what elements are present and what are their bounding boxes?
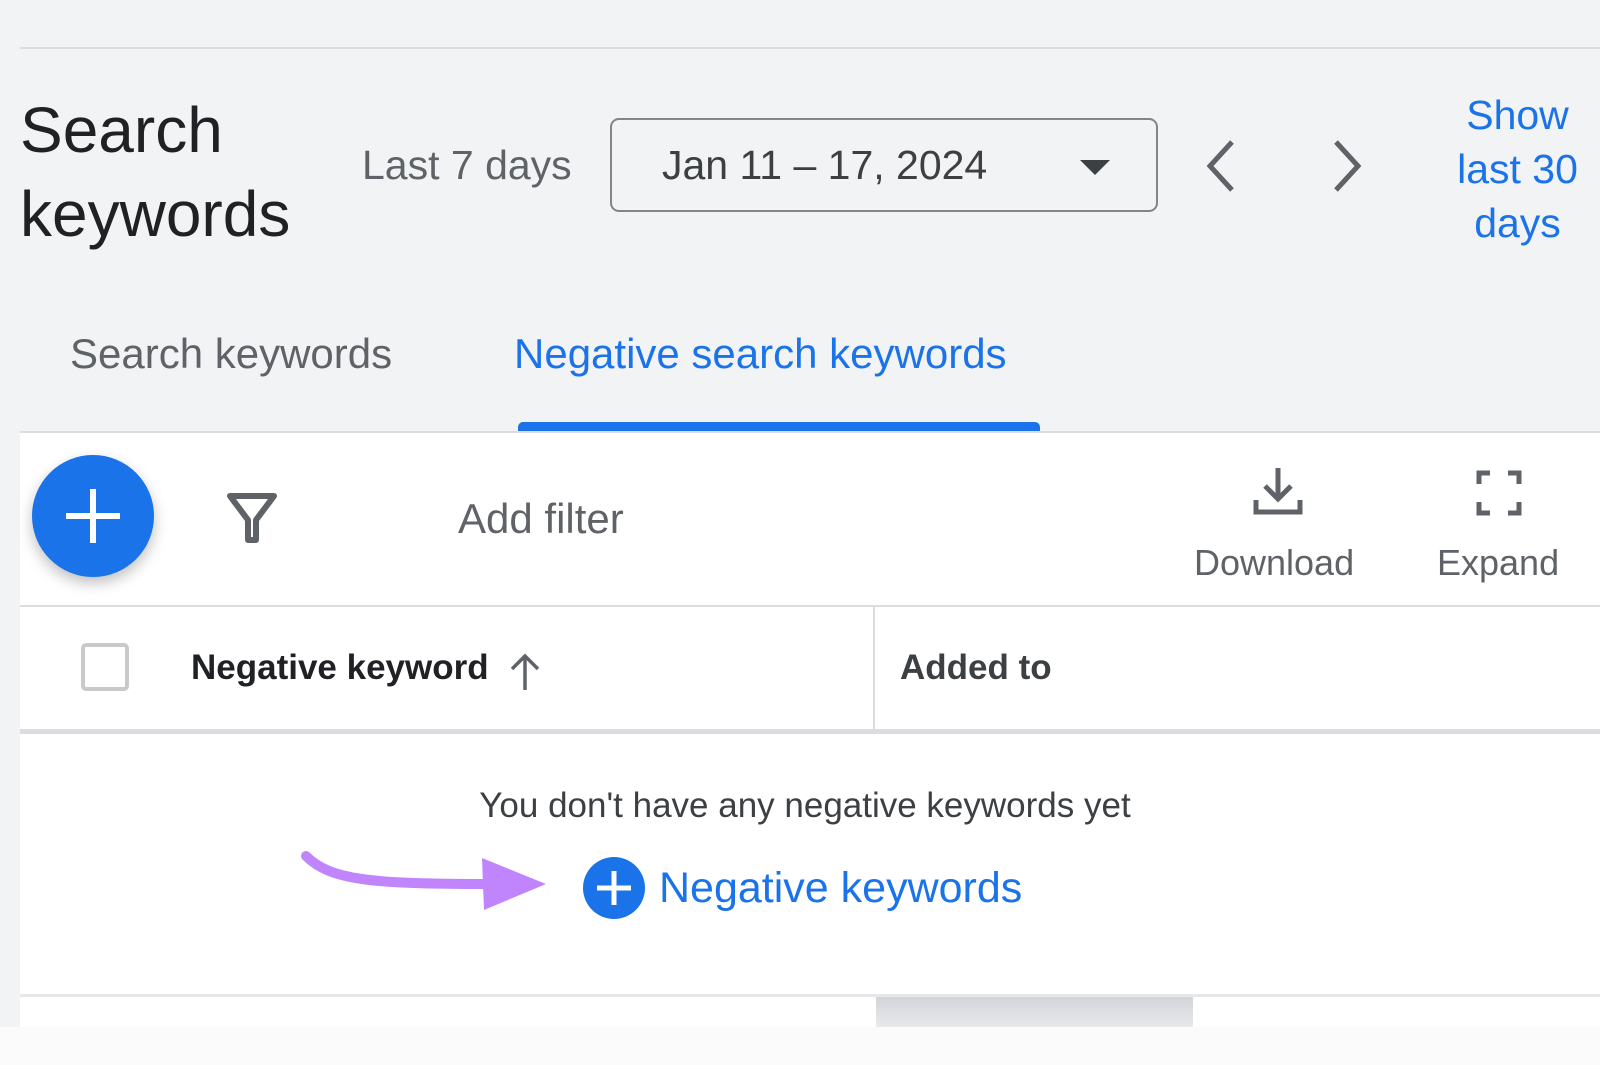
- page-footer-area: [0, 1027, 1600, 1065]
- tab-negative-search-keywords[interactable]: Negative search keywords: [514, 330, 1007, 377]
- table-bottom-divider: [20, 994, 1600, 997]
- toolbar-divider: [20, 605, 1600, 607]
- column-header-added-to[interactable]: Added to: [900, 648, 1052, 687]
- add-filter-button[interactable]: Add filter: [458, 495, 624, 542]
- date-range-value: Jan 11 – 17, 2024: [662, 142, 988, 188]
- select-all-checkbox[interactable]: [81, 643, 129, 691]
- top-divider: [20, 47, 1600, 49]
- column-divider: [873, 607, 875, 730]
- show-last-30-days-link[interactable]: Show last 30 days: [1457, 92, 1578, 246]
- expand-icon[interactable]: [1476, 470, 1522, 516]
- plus-circle-icon: [583, 857, 645, 919]
- download-button[interactable]: Download: [1194, 542, 1355, 583]
- empty-state-message: You don't have any negative keywords yet: [479, 786, 1131, 825]
- scroll-track: [20, 997, 1600, 1027]
- chevron-left-icon[interactable]: [1198, 138, 1248, 194]
- horizontal-scrollbar[interactable]: [876, 997, 1193, 1027]
- expand-button[interactable]: Expand: [1437, 542, 1560, 583]
- add-negative-keywords-link[interactable]: Negative keywords: [583, 857, 1022, 919]
- chevron-right-icon[interactable]: [1322, 138, 1372, 194]
- page-title: Search keywords: [20, 94, 291, 250]
- plus-icon: [66, 489, 120, 543]
- download-icon[interactable]: [1252, 466, 1304, 518]
- add-button[interactable]: [32, 455, 154, 577]
- header-divider: [20, 729, 1600, 734]
- filter-icon[interactable]: [226, 492, 278, 544]
- period-label: Last 7 days: [362, 142, 572, 188]
- keywords-panel: [20, 431, 1600, 998]
- sort-arrow-up-icon[interactable]: [508, 652, 542, 692]
- column-header-negative-keyword[interactable]: Negative keyword: [191, 648, 489, 687]
- tab-search-keywords[interactable]: Search keywords: [70, 330, 393, 377]
- active-tab-indicator: [518, 422, 1040, 431]
- add-negative-keywords-label: Negative keywords: [659, 863, 1023, 912]
- dropdown-caret-icon: [1080, 160, 1110, 175]
- date-range-dropdown[interactable]: Jan 11 – 17, 2024: [610, 118, 1158, 212]
- annotation-arrow-icon: [301, 851, 546, 910]
